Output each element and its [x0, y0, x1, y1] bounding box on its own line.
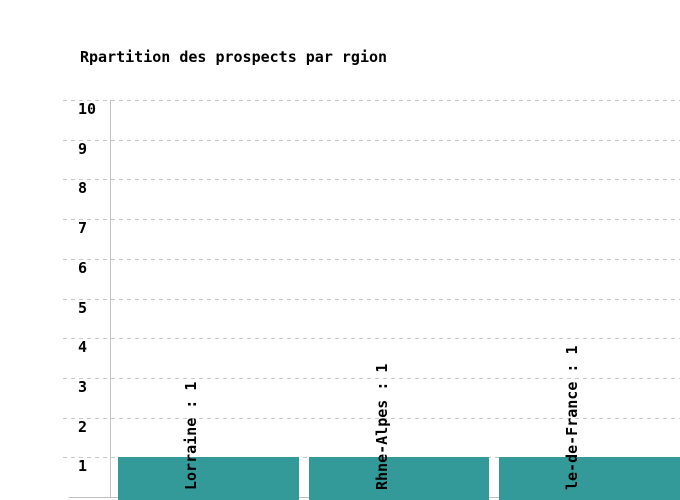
gridline	[63, 378, 680, 379]
bar-label: le-de-France : 1	[563, 345, 582, 491]
y-tick-label: 2	[78, 418, 88, 436]
gridline	[63, 179, 680, 180]
y-tick-label: 6	[78, 259, 88, 277]
y-tick-label: 1	[78, 457, 88, 475]
y-tick-label: 9	[78, 140, 88, 158]
bar	[118, 457, 299, 500]
y-tick-label: 4	[78, 338, 88, 356]
bar	[308, 457, 490, 500]
gridline	[63, 299, 680, 300]
y-tick-label: 8	[78, 179, 88, 197]
bar	[499, 457, 680, 500]
gridline	[63, 140, 680, 141]
chart-title: Rpartition des prospects par rgion	[80, 48, 388, 66]
gridline	[63, 219, 680, 220]
y-tick-label: 10	[78, 100, 97, 118]
y-tick-label: 5	[78, 299, 88, 317]
y-tick-label: 3	[78, 378, 88, 396]
bar-label: Rhne-Alpes : 1	[372, 363, 391, 490]
gridline	[63, 418, 680, 419]
y-tick-label: 7	[78, 219, 88, 237]
gridline	[63, 259, 680, 260]
gridline	[63, 100, 680, 101]
y-axis-line	[110, 100, 111, 498]
bar-label: Lorraine : 1	[181, 381, 200, 490]
gridline	[63, 338, 680, 339]
